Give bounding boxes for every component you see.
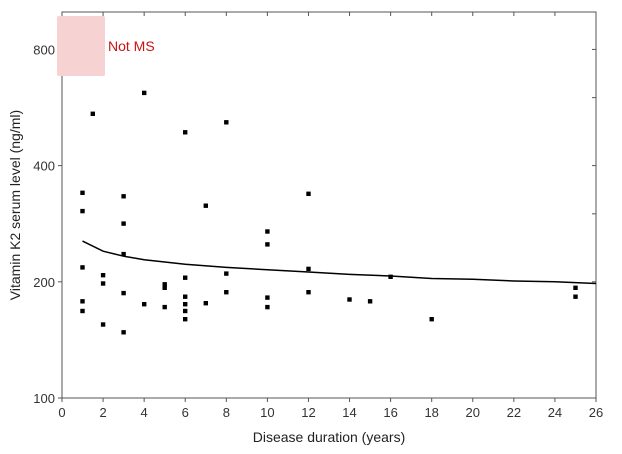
data-point <box>90 111 95 116</box>
data-point <box>142 90 147 96</box>
x-tick-label: 10 <box>260 405 274 420</box>
x-tick-label: 20 <box>466 405 480 420</box>
data-point <box>100 322 106 327</box>
y-axis-title: Vitamin K2 serum level (ng/ml) <box>7 110 23 300</box>
data-point <box>224 271 229 276</box>
data-point <box>306 290 311 295</box>
x-tick-label: 6 <box>182 405 189 420</box>
y-tick-label: 800 <box>33 42 55 57</box>
data-points <box>80 90 597 335</box>
data-point <box>142 302 147 307</box>
data-point <box>388 274 393 279</box>
y-tick-label: 400 <box>33 159 55 174</box>
data-point <box>121 194 126 199</box>
x-tick-label: 16 <box>383 405 397 420</box>
x-tick-label: 14 <box>342 405 356 420</box>
data-point <box>183 275 188 280</box>
data-point <box>80 308 85 314</box>
plot-frame <box>61 11 597 399</box>
y-tick-label: 200 <box>33 275 55 290</box>
data-point <box>429 317 434 322</box>
data-point <box>100 281 106 286</box>
data-point <box>224 290 229 295</box>
data-point <box>203 301 208 306</box>
data-point <box>162 304 167 310</box>
x-tick-label: 26 <box>589 405 603 420</box>
data-point <box>121 330 126 335</box>
x-tick-label: 18 <box>424 405 438 420</box>
data-point <box>183 130 188 135</box>
data-point <box>224 120 229 125</box>
data-point <box>573 294 578 299</box>
data-point <box>183 294 188 299</box>
data-point <box>121 290 126 296</box>
legend-label: Not MS <box>108 38 155 54</box>
y-tick-label: 100 <box>33 391 55 406</box>
data-point <box>265 295 270 300</box>
data-point <box>367 299 373 304</box>
x-tick-label: 2 <box>99 405 106 420</box>
x-tick-label: 24 <box>548 405 562 420</box>
data-point <box>265 304 270 310</box>
data-point <box>265 242 270 247</box>
legend: Not MS <box>57 16 155 76</box>
data-point <box>80 299 85 304</box>
x-tick-label: 4 <box>141 405 148 420</box>
data-point <box>306 191 311 196</box>
data-point <box>80 208 85 214</box>
legend-swatch <box>57 16 105 76</box>
data-point <box>121 251 126 257</box>
x-tick-label: 12 <box>301 405 315 420</box>
x-tick-label: 22 <box>507 405 521 420</box>
data-point <box>80 190 85 195</box>
x-tick-label: 8 <box>223 405 230 420</box>
data-point <box>306 266 311 272</box>
data-point <box>347 297 352 302</box>
data-point <box>183 302 188 307</box>
data-point <box>100 273 106 278</box>
data-point <box>162 282 167 287</box>
data-point <box>265 229 270 234</box>
data-point <box>183 317 188 322</box>
data-point <box>183 308 188 314</box>
data-point <box>162 285 167 290</box>
data-point <box>121 221 126 226</box>
data-point <box>203 203 208 208</box>
x-axis-title: Disease duration (years) <box>253 429 406 445</box>
data-point <box>573 285 578 290</box>
x-tick-label: 0 <box>58 405 65 420</box>
fit-line <box>82 240 597 285</box>
data-point <box>80 265 85 270</box>
